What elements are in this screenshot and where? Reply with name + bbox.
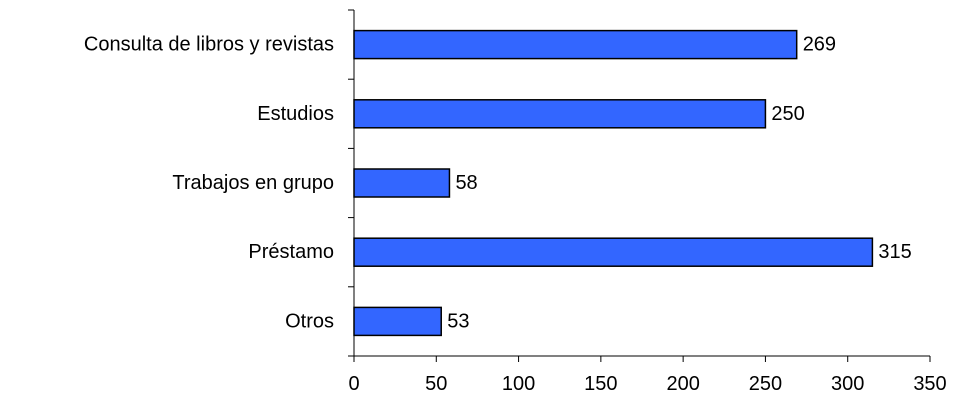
data-label: 269: [803, 34, 836, 56]
category-label: Préstamo: [248, 241, 334, 263]
data-label: 53: [447, 310, 469, 332]
axes-group: [348, 9, 930, 357]
x-tick-label: 50: [425, 373, 447, 395]
bar: [353, 99, 767, 129]
x-tick-label: 200: [666, 373, 699, 395]
bars-group: [353, 29, 874, 337]
bar: [353, 29, 798, 60]
category-labels: Consulta de libros y revistas Estudios Tra…: [84, 34, 334, 333]
x-tick-label: 100: [502, 373, 535, 395]
x-tick-label: 0: [348, 373, 359, 395]
x-tick-label: 350: [913, 373, 946, 395]
data-label: 250: [771, 103, 804, 125]
x-tick-label: 300: [831, 373, 864, 395]
bar: [353, 237, 874, 267]
category-label: Estudios: [257, 103, 334, 125]
bar: [353, 306, 442, 337]
value-labels: 269 250 58 315 53: [447, 34, 912, 333]
bar: [353, 168, 451, 198]
x-tick-label: 250: [749, 373, 782, 395]
category-label: Otros: [285, 310, 334, 332]
data-label: 58: [455, 172, 477, 194]
category-label: Trabajos en grupo: [172, 172, 334, 194]
x-ticks: 0 50 100 150 200 250 300 350: [348, 356, 947, 395]
category-label: Consulta de libros y revistas: [84, 34, 334, 56]
data-label: 315: [878, 241, 911, 263]
x-tick-label: 150: [584, 373, 617, 395]
